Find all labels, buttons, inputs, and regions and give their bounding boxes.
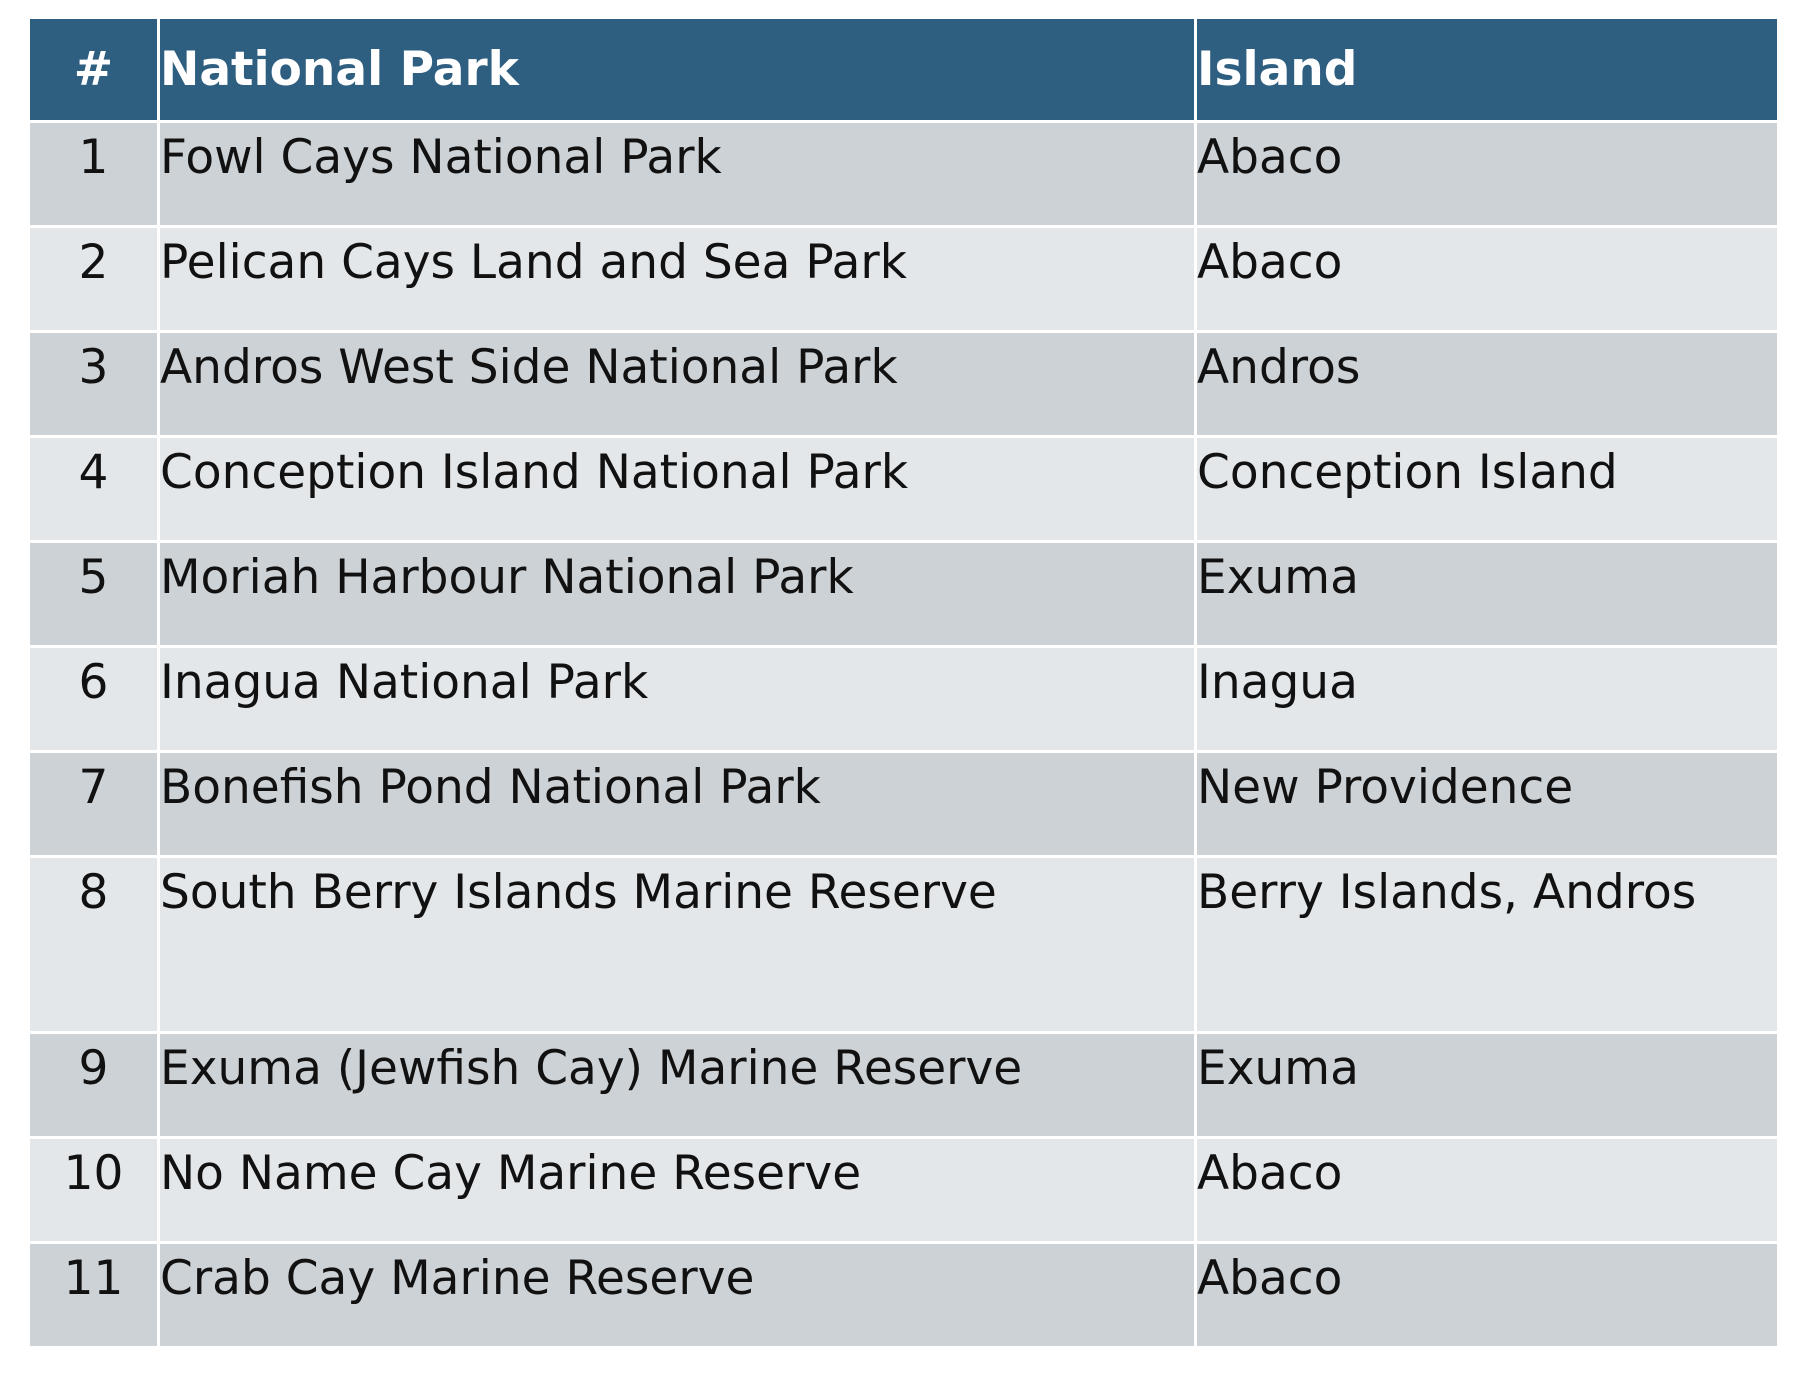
table-row: 10 No Name Cay Marine Reserve Abaco bbox=[30, 1139, 1777, 1244]
park-name: Fowl Cays National Park bbox=[160, 123, 1197, 228]
table-row: 7 Bonefish Pond National Park New Provid… bbox=[30, 753, 1777, 858]
park-name: Pelican Cays Land and Sea Park bbox=[160, 228, 1197, 333]
row-number: 10 bbox=[30, 1139, 160, 1244]
table-row: 3 Andros West Side National Park Andros bbox=[30, 333, 1777, 438]
table-row: 2 Pelican Cays Land and Sea Park Abaco bbox=[30, 228, 1777, 333]
table-row: 4 Conception Island National Park Concep… bbox=[30, 438, 1777, 543]
table-row: 1 Fowl Cays National Park Abaco bbox=[30, 123, 1777, 228]
park-name: Bonefish Pond National Park bbox=[160, 753, 1197, 858]
park-name: South Berry Islands Marine Reserve bbox=[160, 858, 1197, 1034]
table-row: 9 Exuma (Jewfish Cay) Marine Reserve Exu… bbox=[30, 1034, 1777, 1139]
park-name: No Name Cay Marine Reserve bbox=[160, 1139, 1197, 1244]
park-name: Andros West Side National Park bbox=[160, 333, 1197, 438]
park-name: Conception Island National Park bbox=[160, 438, 1197, 543]
column-header-national-park: National Park bbox=[160, 19, 1197, 123]
park-name: Crab Cay Marine Reserve bbox=[160, 1244, 1197, 1349]
row-number: 6 bbox=[30, 648, 160, 753]
table-row: 5 Moriah Harbour National Park Exuma bbox=[30, 543, 1777, 648]
table-row: 6 Inagua National Park Inagua bbox=[30, 648, 1777, 753]
table-row: 11 Crab Cay Marine Reserve Abaco bbox=[30, 1244, 1777, 1349]
island-name: Abaco bbox=[1197, 123, 1777, 228]
row-number: 4 bbox=[30, 438, 160, 543]
table-row: 8 South Berry Islands Marine Reserve Ber… bbox=[30, 858, 1777, 1034]
island-name: Exuma bbox=[1197, 543, 1777, 648]
park-name: Exuma (Jewfish Cay) Marine Reserve bbox=[160, 1034, 1197, 1139]
row-number: 9 bbox=[30, 1034, 160, 1139]
row-number: 3 bbox=[30, 333, 160, 438]
column-header-island: Island bbox=[1197, 19, 1777, 123]
header-row: # National Park Island bbox=[30, 19, 1777, 123]
row-number: 11 bbox=[30, 1244, 160, 1349]
park-name: Moriah Harbour National Park bbox=[160, 543, 1197, 648]
island-name: Conception Island bbox=[1197, 438, 1777, 543]
island-name: Abaco bbox=[1197, 228, 1777, 333]
island-name: New Providence bbox=[1197, 753, 1777, 858]
column-header-number: # bbox=[30, 19, 160, 123]
island-name: Berry Islands, Andros bbox=[1197, 858, 1777, 1034]
island-name: Abaco bbox=[1197, 1244, 1777, 1349]
row-number: 1 bbox=[30, 123, 160, 228]
island-name: Abaco bbox=[1197, 1139, 1777, 1244]
island-name: Andros bbox=[1197, 333, 1777, 438]
table-body: 1 Fowl Cays National Park Abaco 2 Pelica… bbox=[30, 123, 1777, 1349]
national-parks-table: # National Park Island 1 Fowl Cays Natio… bbox=[30, 19, 1777, 1349]
row-number: 8 bbox=[30, 858, 160, 1034]
island-name: Exuma bbox=[1197, 1034, 1777, 1139]
row-number: 7 bbox=[30, 753, 160, 858]
island-name: Inagua bbox=[1197, 648, 1777, 753]
row-number: 2 bbox=[30, 228, 160, 333]
table-header: # National Park Island bbox=[30, 19, 1777, 123]
row-number: 5 bbox=[30, 543, 160, 648]
park-name: Inagua National Park bbox=[160, 648, 1197, 753]
